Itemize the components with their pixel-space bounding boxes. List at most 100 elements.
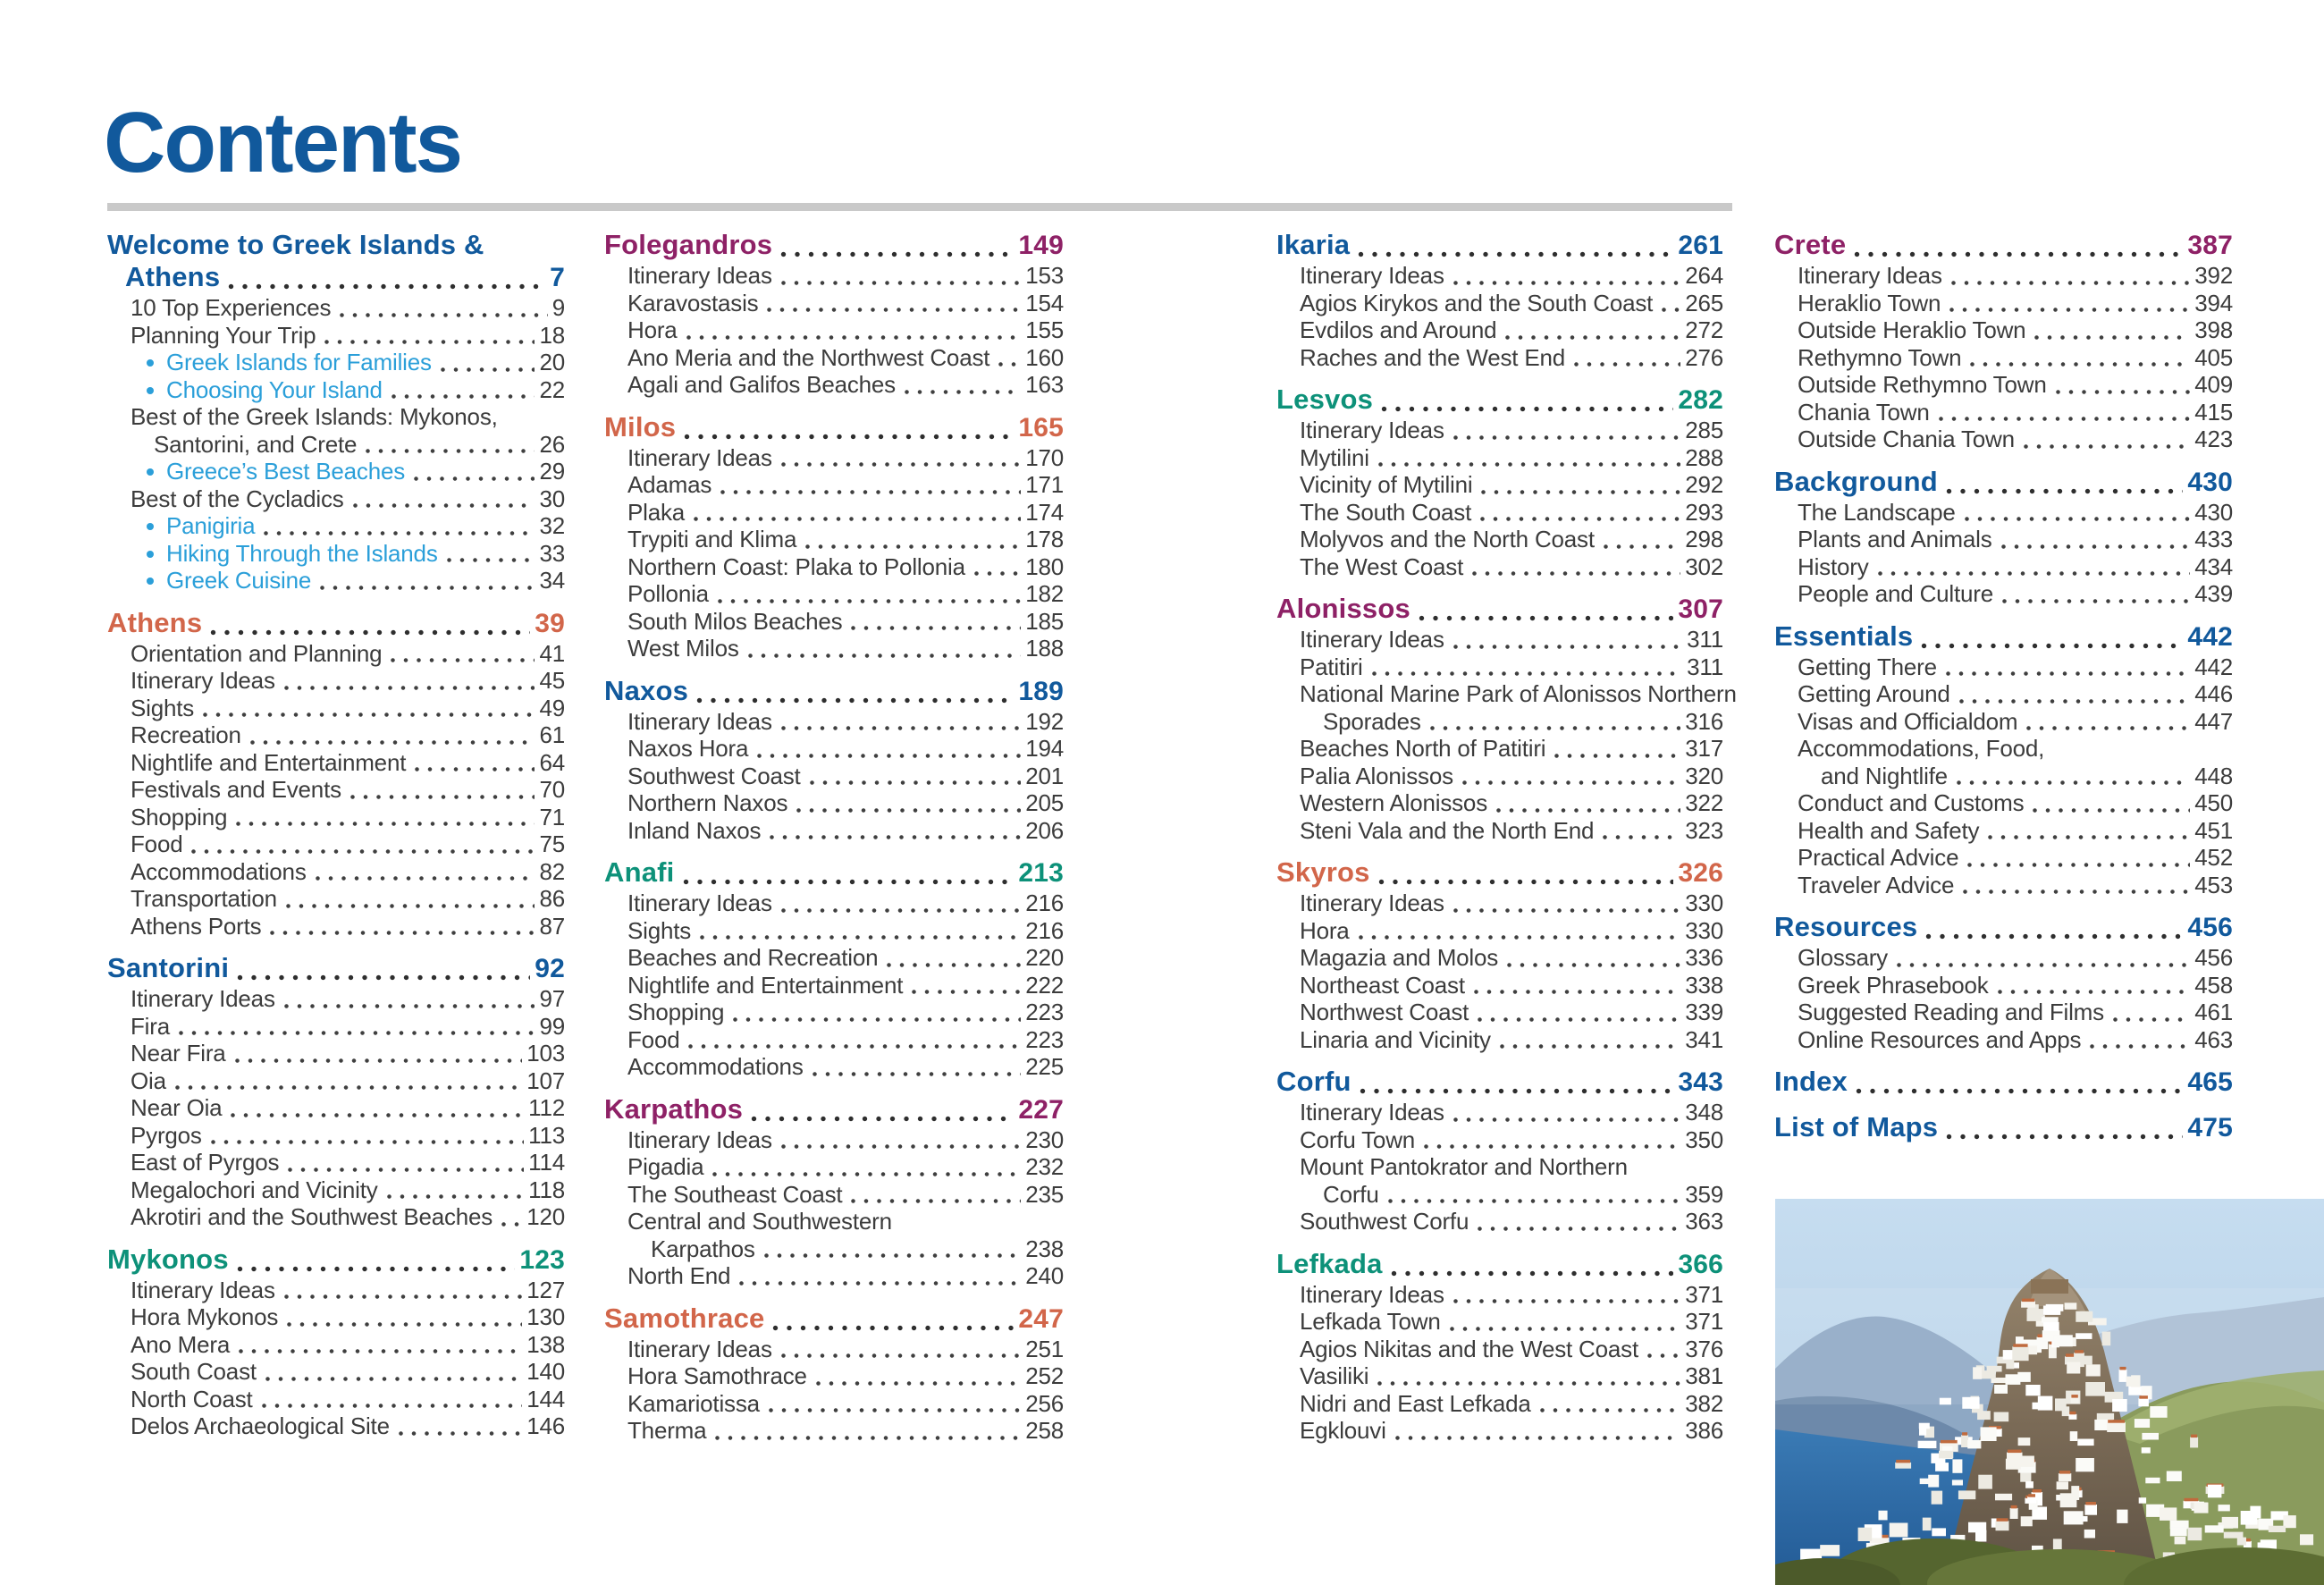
- toc-entry: Itinerary Ideas 311: [1276, 626, 1723, 653]
- toc-entry-page-number: 103: [526, 1040, 565, 1067]
- dot-leader: [1390, 1269, 1674, 1277]
- toc-entry: Heraklio Town 394: [1774, 290, 2233, 317]
- photo-building: [1917, 1440, 1937, 1448]
- toc-entry: West Milos 188: [604, 635, 1064, 662]
- toc-entry: Central and Southwestern: [604, 1208, 1064, 1235]
- photo-building: [2119, 1366, 2126, 1370]
- photo-building: [2101, 1331, 2111, 1346]
- island-hilltop-village-photo: [1775, 1199, 2324, 1585]
- dot-leader: [2034, 333, 2191, 341]
- dot-leader: [501, 1220, 523, 1227]
- toc-entry-page-number: 448: [2194, 762, 2233, 789]
- dot-leader: [2032, 806, 2191, 814]
- toc-entry-page-number: 154: [1025, 289, 1064, 316]
- toc-entry-label: Lefkada Town: [1300, 1308, 1441, 1335]
- toc-entry: Hora Samothrace 252: [604, 1362, 1064, 1390]
- photo-building: [1918, 1422, 1930, 1429]
- toc-entry: Itinerary Ideas 330: [1276, 889, 1723, 917]
- toc-entry-label: Orientation and Planning: [131, 639, 383, 667]
- toc-entry: Panigiria 32: [107, 512, 565, 540]
- toc-entry-label: Choosing Your Island: [166, 375, 383, 403]
- chapter-page-number: 366: [1678, 1249, 1723, 1279]
- toc-entry-page-number: 114: [528, 1149, 565, 1176]
- dot-leader: [2022, 443, 2191, 450]
- photo-building: [2076, 1355, 2092, 1365]
- toc-entry-label: Inland Naxos: [627, 816, 762, 844]
- toc-entry-page-number: 453: [2194, 871, 2233, 898]
- toc-entry-label: Palia Alonissos: [1300, 762, 1453, 789]
- toc-entry: Ano Mera 138: [107, 1331, 565, 1359]
- dot-leader: [685, 333, 1022, 341]
- toc-entry: Northeast Coast 338: [1276, 972, 1723, 999]
- dot-leader: [351, 502, 535, 509]
- dot-leader: [1602, 543, 1681, 550]
- photo-building: [2006, 1357, 2015, 1370]
- toc-entry-page-number: 461: [2194, 999, 2233, 1025]
- toc-entry-label: Ano Mera: [131, 1330, 231, 1358]
- toc-entry-label: Shopping: [131, 803, 228, 830]
- dot-leader: [808, 780, 1022, 786]
- toc-entry-label: Mount Pantokrator and Northern: [1300, 1153, 1628, 1180]
- toc-entry-label: Itinerary Ideas: [627, 1335, 772, 1362]
- toc-entry-label: Molyvos and the North Coast: [1300, 526, 1595, 552]
- photo-building: [1973, 1367, 1983, 1379]
- toc-entry: Itinerary Ideas 127: [107, 1277, 565, 1304]
- toc-entry-label: Sporades: [1323, 707, 1421, 735]
- toc-entry: Sights 49: [107, 695, 565, 722]
- toc-entry-label: Greek Islands for Families: [166, 349, 432, 375]
- toc-entry-page-number: 339: [1685, 999, 1723, 1025]
- toc-entry-page-number: 338: [1685, 971, 1723, 999]
- toc-entry: Itinerary Ideas 153: [604, 262, 1064, 290]
- toc-section-background: Background 430 The Landscape 430 Plants and …: [1774, 466, 2233, 608]
- toc-entry-page-number: 376: [1685, 1335, 1723, 1362]
- toc-entry-label: Health and Safety: [1798, 816, 1980, 844]
- photo-building: [1820, 1545, 1840, 1556]
- photo-building: [2244, 1538, 2251, 1542]
- photo-building: [2270, 1511, 2288, 1521]
- toc-entry: Food 223: [604, 1026, 1064, 1054]
- toc-entry-label: Suggested Reading and Films: [1798, 999, 2104, 1025]
- toc-entry-label: Agali and Galifos Beaches: [627, 371, 896, 398]
- toc-entry-label: The Southeast Coast: [627, 1180, 843, 1208]
- chapter-page-number: 475: [2187, 1113, 2233, 1142]
- toc-entry: Planning Your Trip 18: [107, 322, 565, 350]
- toc-entry-label: Northern Naxos: [627, 789, 788, 816]
- toc-section-folegandros: Folegandros 149 Itinerary Ideas 153 Karavost…: [604, 229, 1064, 399]
- toc-entry-page-number: 452: [2194, 844, 2233, 871]
- toc-entry-label: Food: [627, 1025, 680, 1053]
- toc-entry: Itinerary Ideas 264: [1276, 262, 1723, 290]
- toc-entry-label: 10 Top Experiences: [131, 294, 332, 321]
- toc-entry: Best of the Cycladics 30: [107, 485, 565, 513]
- toc-entry-page-number: 463: [2194, 1025, 2233, 1053]
- toc-entry-page-number: 223: [1025, 1025, 1064, 1053]
- toc-entry: Plaka 174: [604, 499, 1064, 527]
- photo-building: [1800, 1548, 1823, 1561]
- chapter-heading-label: Anafi: [604, 856, 675, 888]
- toc-entry-label: Planning Your Trip: [131, 321, 316, 349]
- chapter-heading: Mykonos 123: [107, 1244, 565, 1277]
- photo-building: [2193, 1502, 2209, 1513]
- dot-leader: [260, 1403, 523, 1409]
- photo-building: [2037, 1395, 2053, 1411]
- toc-entry-page-number: 392: [2194, 262, 2233, 289]
- toc-entry: Nightlife and Entertainment 222: [604, 972, 1064, 999]
- photo-building: [2085, 1364, 2101, 1377]
- dot-leader: [1480, 488, 1681, 495]
- dot-leader: [779, 906, 1022, 914]
- dot-leader: [390, 657, 535, 663]
- photo-building: [2027, 1496, 2036, 1504]
- toc-entry-label: and Nightlife: [1821, 762, 1948, 789]
- dot-leader: [1452, 434, 1681, 441]
- toc-entry-page-number: 194: [1025, 735, 1064, 762]
- dot-leader: [696, 696, 1015, 704]
- chapter-heading: Corfu 343: [1276, 1066, 1723, 1099]
- toc-entry-label: Nightlife and Entertainment: [627, 971, 904, 999]
- photo-building: [2160, 1507, 2177, 1521]
- toc-entry: Inland Naxos 206: [604, 817, 1064, 845]
- toc-entry-page-number: 330: [1685, 916, 1723, 944]
- dot-leader: [1495, 806, 1681, 814]
- chapter-page-number: 247: [1018, 1303, 1064, 1334]
- photo-building: [1919, 1426, 1927, 1436]
- toc-entry-label: Itinerary Ideas: [627, 1126, 772, 1153]
- dot-leader: [767, 1407, 1022, 1413]
